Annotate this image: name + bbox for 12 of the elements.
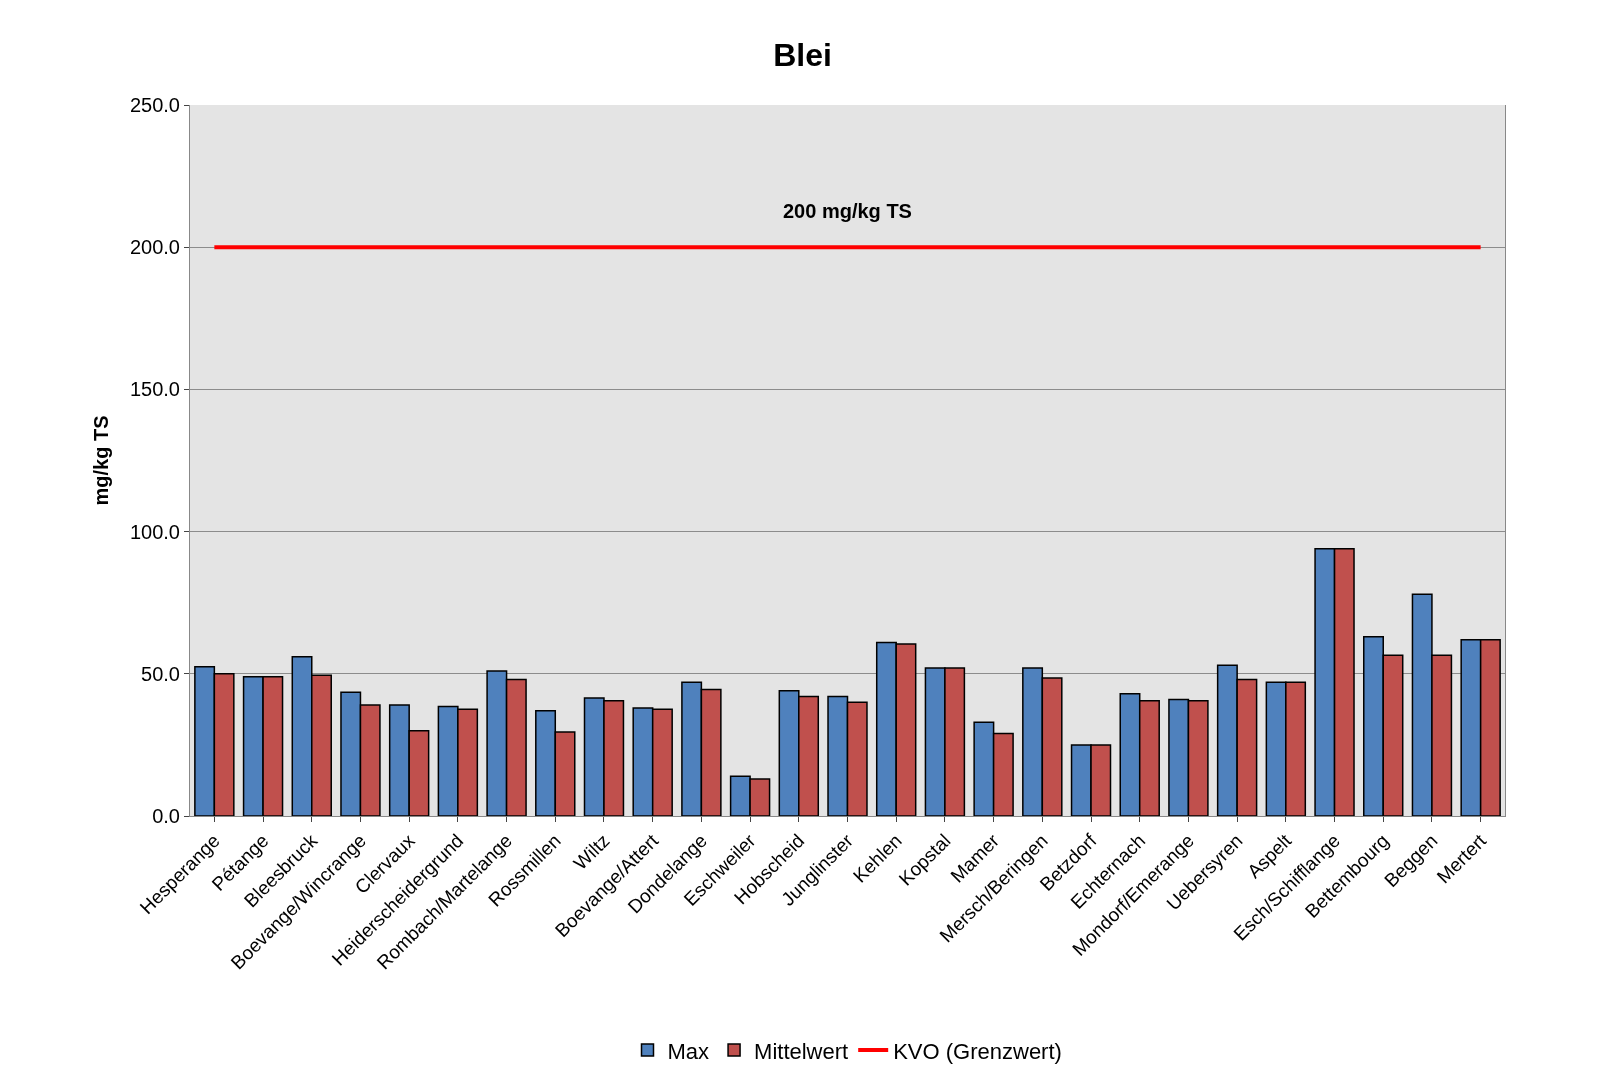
legend-label: Max <box>667 1038 710 1064</box>
legend-label: KVO (Grenzwert) <box>893 1038 1062 1064</box>
y-tick-label: 250.0 <box>129 94 180 116</box>
y-tick-label: 50.0 <box>141 662 180 685</box>
chart-title: Blei <box>773 36 832 73</box>
y-tick-label: 100.0 <box>129 520 180 543</box>
y-axis-title: mg/kg TS <box>90 415 113 506</box>
y-tick-label: 0.0 <box>152 805 180 827</box>
y-tick-label: 200.0 <box>129 236 180 259</box>
y-tick-label: 150.0 <box>129 378 180 401</box>
annotation: 200 mg/kg TS <box>783 200 912 222</box>
legend-label: Mittelwert <box>754 1038 849 1064</box>
